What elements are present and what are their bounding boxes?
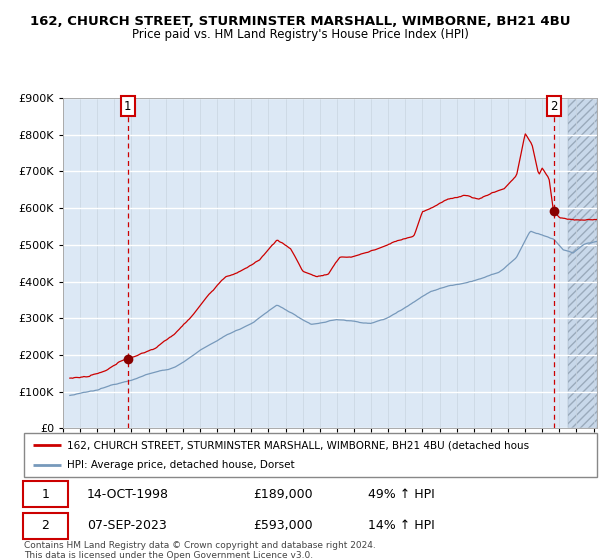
- Text: 2: 2: [550, 100, 557, 113]
- Text: 07-SEP-2023: 07-SEP-2023: [87, 519, 167, 533]
- FancyBboxPatch shape: [23, 513, 68, 539]
- FancyBboxPatch shape: [24, 433, 597, 477]
- Text: 1: 1: [41, 488, 49, 501]
- Text: Contains HM Land Registry data © Crown copyright and database right 2024.
This d: Contains HM Land Registry data © Crown c…: [24, 541, 376, 560]
- Text: 162, CHURCH STREET, STURMINSTER MARSHALL, WIMBORNE, BH21 4BU (detached hous: 162, CHURCH STREET, STURMINSTER MARSHALL…: [67, 440, 529, 450]
- Text: 49% ↑ HPI: 49% ↑ HPI: [368, 488, 434, 501]
- Text: 14-OCT-1998: 14-OCT-1998: [87, 488, 169, 501]
- Text: £593,000: £593,000: [253, 519, 313, 533]
- Text: Price paid vs. HM Land Registry's House Price Index (HPI): Price paid vs. HM Land Registry's House …: [131, 28, 469, 41]
- Bar: [568, 98, 597, 428]
- Text: 14% ↑ HPI: 14% ↑ HPI: [368, 519, 434, 533]
- Text: £189,000: £189,000: [253, 488, 313, 501]
- FancyBboxPatch shape: [23, 481, 68, 507]
- Text: 2: 2: [41, 519, 49, 533]
- Text: 162, CHURCH STREET, STURMINSTER MARSHALL, WIMBORNE, BH21 4BU: 162, CHURCH STREET, STURMINSTER MARSHALL…: [30, 15, 570, 28]
- Text: 1: 1: [124, 100, 131, 113]
- Text: HPI: Average price, detached house, Dorset: HPI: Average price, detached house, Dors…: [67, 460, 295, 470]
